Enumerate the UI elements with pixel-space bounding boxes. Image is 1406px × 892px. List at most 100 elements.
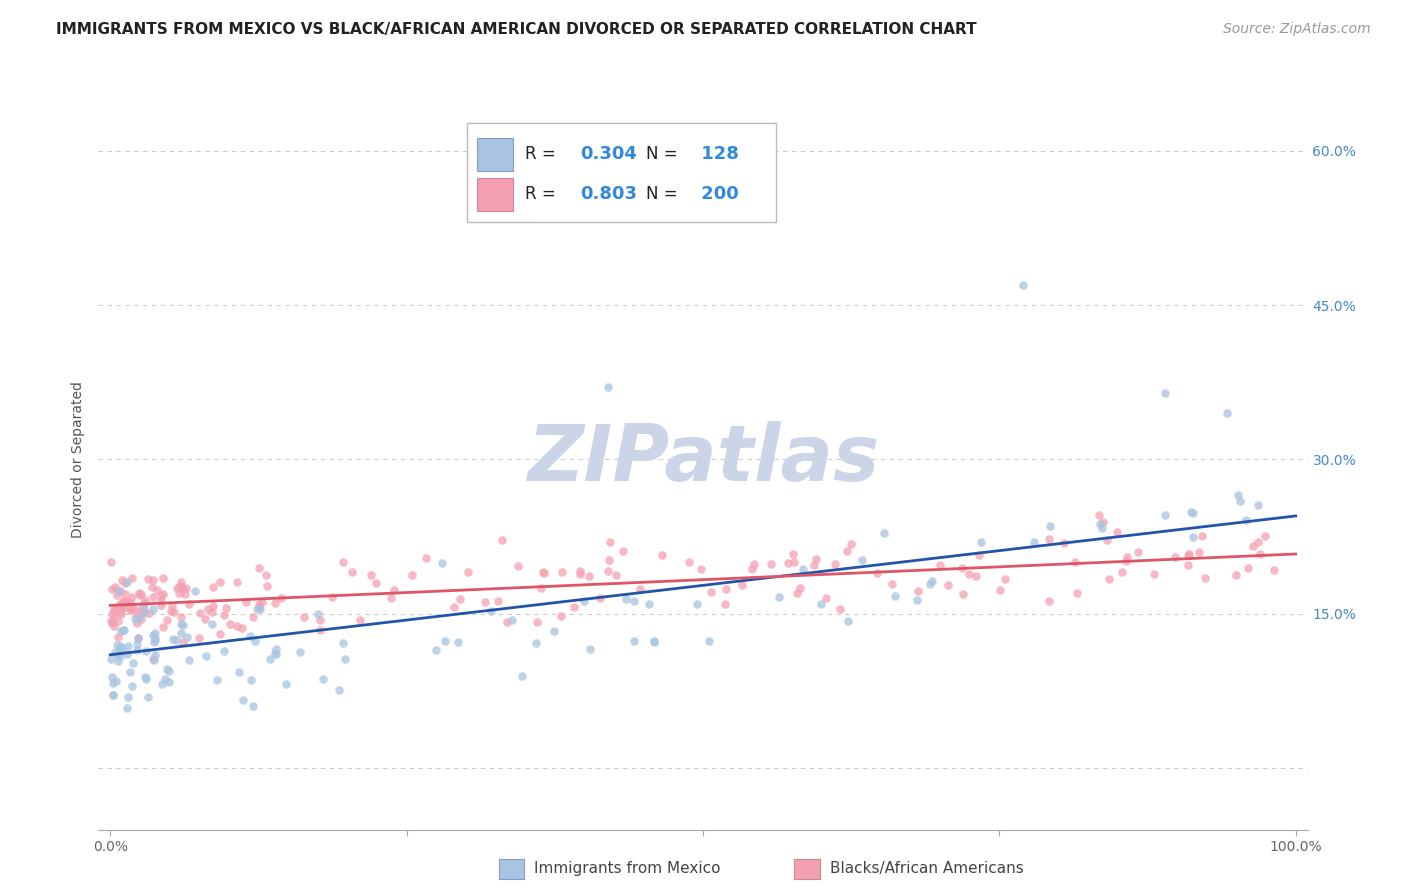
Point — [111, 594, 134, 608]
Point — [142, 573, 165, 587]
Point — [994, 572, 1017, 586]
Point — [742, 557, 765, 571]
Point — [1022, 535, 1045, 549]
Point — [789, 581, 811, 595]
Point — [1088, 508, 1111, 523]
Point — [579, 641, 602, 656]
Point — [449, 592, 471, 607]
Point — [678, 555, 700, 569]
Point — [782, 547, 804, 561]
Point — [150, 599, 173, 613]
Point — [309, 613, 332, 627]
Point — [170, 625, 193, 640]
Point — [332, 556, 354, 570]
Point — [194, 648, 217, 663]
Point — [432, 556, 454, 570]
Point — [637, 597, 659, 611]
Point — [152, 586, 174, 600]
Point — [815, 591, 838, 605]
Point — [127, 616, 149, 631]
Point — [111, 573, 134, 587]
Point — [197, 602, 219, 616]
Point — [837, 614, 859, 628]
Point — [543, 624, 565, 638]
Point — [1128, 545, 1150, 559]
Point — [731, 578, 754, 592]
Point — [179, 597, 201, 611]
Point — [114, 576, 136, 591]
Point — [208, 574, 231, 589]
Point — [201, 605, 224, 619]
Point — [149, 589, 172, 603]
Point — [907, 584, 929, 599]
Point — [128, 604, 150, 618]
Point — [118, 599, 141, 614]
Point — [152, 571, 174, 585]
Point — [110, 607, 132, 621]
Point — [918, 577, 941, 591]
Point — [533, 566, 555, 581]
Point — [1249, 547, 1271, 561]
Point — [114, 623, 136, 637]
Point — [125, 607, 148, 622]
Point — [247, 561, 270, 575]
Point — [101, 670, 124, 684]
Point — [108, 605, 131, 619]
Point — [596, 564, 619, 578]
Point — [457, 566, 479, 580]
Point — [121, 571, 143, 585]
Point — [250, 595, 273, 609]
Point — [1053, 536, 1076, 550]
Point — [1247, 499, 1270, 513]
Point — [1143, 567, 1166, 582]
Point — [167, 586, 190, 600]
Point — [194, 612, 217, 626]
Point — [142, 652, 165, 666]
Point — [128, 588, 150, 602]
Point — [165, 633, 187, 648]
Point — [803, 558, 825, 572]
Point — [128, 611, 150, 625]
Point — [114, 587, 136, 601]
Point — [134, 672, 156, 686]
Point — [246, 601, 269, 615]
Point — [131, 599, 153, 614]
Point — [118, 665, 141, 679]
Point — [612, 544, 634, 558]
Point — [792, 562, 814, 576]
Point — [1038, 532, 1060, 546]
Point — [174, 587, 197, 601]
Point — [120, 601, 142, 615]
Point — [589, 591, 612, 605]
Point — [100, 615, 122, 629]
Point — [1095, 533, 1118, 548]
Point — [873, 525, 896, 540]
Point — [841, 537, 863, 551]
Point — [127, 631, 149, 645]
Point — [136, 573, 159, 587]
Point — [349, 613, 371, 627]
Point — [614, 592, 637, 607]
Point — [1066, 586, 1088, 600]
Point — [307, 607, 329, 622]
Point — [121, 679, 143, 693]
Point — [104, 645, 127, 659]
Point — [201, 599, 224, 613]
Point — [115, 647, 138, 661]
Point — [117, 701, 139, 715]
Point — [156, 662, 179, 676]
Point — [105, 638, 128, 652]
Point — [132, 596, 155, 610]
Point — [651, 548, 673, 562]
Point — [110, 641, 132, 656]
Point — [218, 617, 240, 632]
Text: 0.304: 0.304 — [579, 145, 637, 163]
Point — [759, 557, 782, 571]
Point — [830, 602, 852, 616]
Point — [127, 632, 149, 646]
Point — [215, 601, 238, 615]
Point — [501, 613, 523, 627]
Point — [125, 637, 148, 651]
Point — [101, 607, 124, 622]
Point — [249, 602, 271, 616]
